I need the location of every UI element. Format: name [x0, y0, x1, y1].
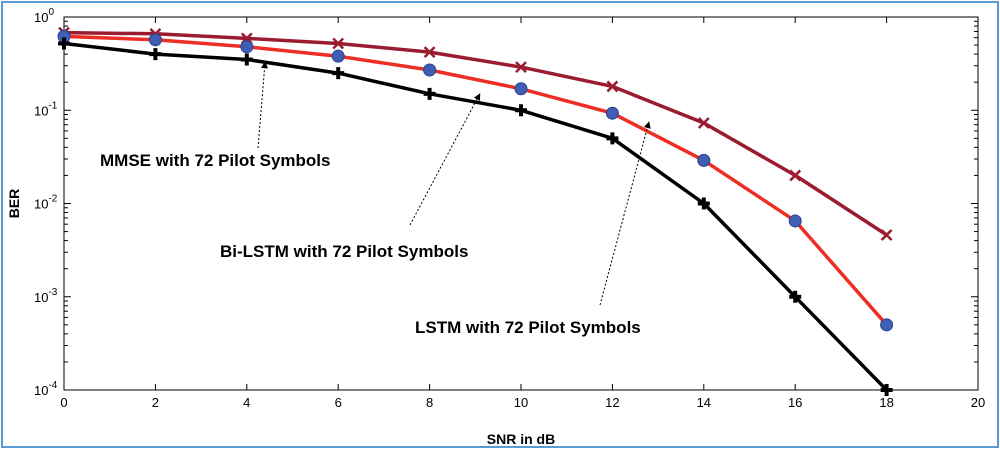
data-point — [149, 48, 162, 61]
data-point — [606, 132, 619, 145]
x-tick-label: 4 — [243, 395, 250, 410]
data-point — [515, 104, 527, 117]
annotation-label: Bi-LSTM with 72 Pilot Symbols — [220, 242, 468, 261]
data-point — [789, 169, 802, 182]
x-tick-label: 12 — [605, 395, 619, 410]
y-axis-label: BER — [6, 189, 22, 219]
y-tick-label: 100 — [34, 7, 54, 25]
series-1 — [57, 29, 894, 332]
x-tick-label: 2 — [152, 395, 159, 410]
data-point — [423, 46, 436, 59]
axes: 0 2 4 6 8 10 12 14 16 18 20 100 10-1 10-2 10-3 10-4 SNR … — [6, 7, 985, 447]
data-point — [331, 49, 345, 63]
data-point — [148, 33, 162, 47]
x-tick-label: 10 — [514, 395, 528, 410]
data-point — [240, 53, 253, 66]
data-point — [789, 290, 802, 303]
series-line — [63, 34, 888, 326]
y-tick-label: 10-4 — [34, 380, 58, 398]
data-point — [605, 106, 619, 120]
annotations: MMSE with 72 Pilot Symbols Bi-LSTM with 7… — [100, 61, 651, 337]
data-point — [423, 87, 436, 100]
x-axis-label: SNR in dB — [487, 431, 555, 447]
series-line — [63, 41, 888, 392]
annotation-label: MMSE with 72 Pilot Symbols — [100, 151, 330, 170]
series-line — [63, 30, 888, 237]
data-point — [697, 197, 710, 210]
x-tick-label: 6 — [335, 395, 342, 410]
annotation-arrow — [409, 93, 481, 226]
data-point — [880, 318, 894, 332]
x-tick-label: 0 — [60, 395, 67, 410]
y-tick-label: 10-3 — [34, 287, 58, 305]
x-tick-label: 18 — [879, 395, 893, 410]
data-point — [240, 40, 254, 54]
data-point — [697, 153, 711, 167]
data-point — [423, 63, 437, 77]
annotation-label: LSTM with 72 Pilot Symbols — [415, 318, 641, 337]
series-group — [57, 26, 894, 396]
x-tick-label: 20 — [971, 395, 985, 410]
data-point — [58, 37, 70, 50]
x-tick-label: 14 — [697, 395, 711, 410]
data-point — [880, 384, 893, 396]
data-point — [514, 82, 528, 96]
x-tick-label: 8 — [426, 395, 433, 410]
y-tick-label: 10-1 — [34, 100, 58, 118]
series-2 — [58, 37, 893, 396]
y-tick-label: 10-2 — [34, 194, 58, 212]
data-point — [515, 61, 527, 74]
data-point — [332, 37, 345, 50]
x-tick-label: 16 — [788, 395, 802, 410]
data-point — [880, 229, 893, 241]
data-point — [697, 117, 710, 129]
data-point — [606, 80, 619, 93]
annotation-arrow — [599, 121, 651, 306]
data-point — [788, 214, 802, 228]
data-point — [332, 67, 345, 80]
